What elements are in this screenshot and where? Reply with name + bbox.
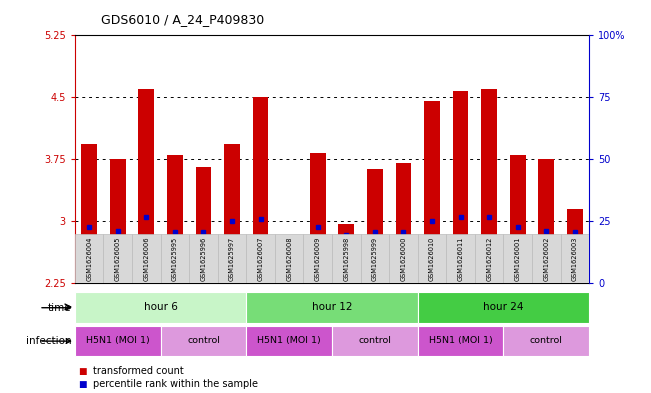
FancyBboxPatch shape xyxy=(246,292,418,323)
Text: time: time xyxy=(48,303,72,313)
Text: transformed count: transformed count xyxy=(93,366,184,376)
Bar xyxy=(367,169,383,283)
Text: ■: ■ xyxy=(78,367,87,376)
Text: H5N1 (MOI 1): H5N1 (MOI 1) xyxy=(257,336,321,345)
FancyBboxPatch shape xyxy=(418,234,447,283)
Bar xyxy=(253,97,268,283)
FancyBboxPatch shape xyxy=(275,234,303,283)
FancyBboxPatch shape xyxy=(104,234,132,283)
FancyBboxPatch shape xyxy=(75,326,161,356)
FancyBboxPatch shape xyxy=(332,234,361,283)
Text: GSM1626000: GSM1626000 xyxy=(400,237,406,281)
FancyBboxPatch shape xyxy=(503,234,532,283)
Text: control: control xyxy=(359,336,391,345)
Text: GSM1626004: GSM1626004 xyxy=(86,237,92,281)
Bar xyxy=(110,159,126,283)
Text: percentile rank within the sample: percentile rank within the sample xyxy=(93,379,258,389)
Text: GSM1626001: GSM1626001 xyxy=(515,237,521,281)
Text: ■: ■ xyxy=(78,380,87,389)
FancyBboxPatch shape xyxy=(246,326,332,356)
Text: GSM1625995: GSM1625995 xyxy=(172,237,178,281)
Text: hour 6: hour 6 xyxy=(144,302,178,312)
FancyBboxPatch shape xyxy=(132,234,161,283)
FancyBboxPatch shape xyxy=(161,234,189,283)
Bar xyxy=(224,144,240,283)
Bar xyxy=(396,163,411,283)
FancyBboxPatch shape xyxy=(189,234,217,283)
Text: GSM1626009: GSM1626009 xyxy=(314,237,321,281)
Text: H5N1 (MOI 1): H5N1 (MOI 1) xyxy=(429,336,492,345)
FancyBboxPatch shape xyxy=(447,234,475,283)
Text: GSM1626012: GSM1626012 xyxy=(486,237,492,281)
Bar xyxy=(538,159,554,283)
FancyBboxPatch shape xyxy=(561,234,589,283)
FancyBboxPatch shape xyxy=(361,234,389,283)
Text: GSM1626008: GSM1626008 xyxy=(286,237,292,281)
Text: GSM1625998: GSM1625998 xyxy=(343,237,350,281)
Text: GSM1626002: GSM1626002 xyxy=(544,237,549,281)
Text: GSM1626003: GSM1626003 xyxy=(572,237,578,281)
FancyBboxPatch shape xyxy=(246,234,275,283)
Text: hour 24: hour 24 xyxy=(483,302,523,312)
Bar xyxy=(510,155,525,283)
FancyBboxPatch shape xyxy=(303,234,332,283)
FancyBboxPatch shape xyxy=(75,234,104,283)
Text: GSM1625999: GSM1625999 xyxy=(372,237,378,281)
Text: GSM1626005: GSM1626005 xyxy=(115,237,120,281)
Text: GDS6010 / A_24_P409830: GDS6010 / A_24_P409830 xyxy=(101,13,264,26)
Text: infection: infection xyxy=(26,336,72,346)
FancyBboxPatch shape xyxy=(332,326,418,356)
Text: GSM1626007: GSM1626007 xyxy=(258,237,264,281)
Bar xyxy=(310,152,326,283)
FancyBboxPatch shape xyxy=(418,292,589,323)
Text: hour 12: hour 12 xyxy=(312,302,352,312)
FancyBboxPatch shape xyxy=(503,326,589,356)
FancyBboxPatch shape xyxy=(217,234,246,283)
Bar xyxy=(481,89,497,283)
Bar xyxy=(167,155,183,283)
Text: H5N1 (MOI 1): H5N1 (MOI 1) xyxy=(86,336,150,345)
Bar xyxy=(81,144,97,283)
FancyBboxPatch shape xyxy=(418,326,503,356)
Text: control: control xyxy=(187,336,220,345)
Text: control: control xyxy=(530,336,562,345)
Text: GSM1626011: GSM1626011 xyxy=(458,237,464,281)
Bar xyxy=(567,209,583,283)
Bar xyxy=(195,167,212,283)
Bar xyxy=(281,283,297,285)
Text: GSM1625997: GSM1625997 xyxy=(229,237,235,281)
FancyBboxPatch shape xyxy=(161,326,246,356)
Text: GSM1625996: GSM1625996 xyxy=(201,237,206,281)
Bar xyxy=(424,101,440,283)
FancyBboxPatch shape xyxy=(475,234,503,283)
FancyBboxPatch shape xyxy=(389,234,418,283)
FancyBboxPatch shape xyxy=(532,234,561,283)
Text: GSM1626006: GSM1626006 xyxy=(143,237,149,281)
Bar xyxy=(452,91,469,283)
Bar xyxy=(339,224,354,283)
Text: GSM1626010: GSM1626010 xyxy=(429,237,435,281)
Bar xyxy=(139,89,154,283)
FancyBboxPatch shape xyxy=(75,292,246,323)
